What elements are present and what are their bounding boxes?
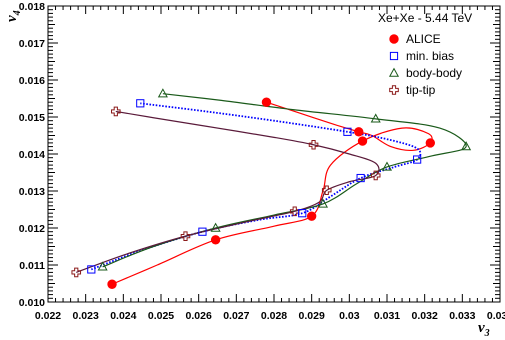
x-tick-label: 0.03 xyxy=(339,310,360,322)
point-tip-tip-2 xyxy=(289,206,300,217)
point-body-body-5 xyxy=(370,113,381,123)
legend-label-alice: ALICE xyxy=(406,32,441,46)
y-tick-label: 0.016 xyxy=(19,75,45,87)
x-tick-label: 0.023 xyxy=(73,310,99,322)
point-min-bias-1 xyxy=(198,227,207,236)
legend-marker-tip-tip xyxy=(389,85,399,95)
y-axis-title-sub: 4 xyxy=(12,10,23,16)
x-tick-label: 0.031 xyxy=(374,310,400,322)
y-tick-label: 0.014 xyxy=(19,149,45,161)
x-tick-label: 0.025 xyxy=(148,310,174,322)
legend-marker-alice xyxy=(389,34,399,44)
point-body-body-4 xyxy=(461,141,472,151)
point-tip-tip-0 xyxy=(71,267,82,278)
y-tick-label: 0.017 xyxy=(19,38,45,50)
point-tip-tip-3 xyxy=(321,185,332,196)
y-tick-label: 0.010 xyxy=(19,297,45,309)
markers-layer xyxy=(71,88,472,289)
point-tip-tip-4 xyxy=(370,170,381,181)
curve-tip-tip xyxy=(76,110,380,273)
legend-marker-body-body xyxy=(388,67,400,77)
point-min-bias-3 xyxy=(356,173,365,183)
x-axis-title-main: v xyxy=(478,320,485,336)
point-body-body-0 xyxy=(97,261,108,271)
point-min-bias-2 xyxy=(298,209,307,218)
legend-entries: ALICE min. bias body-body tip-tip xyxy=(388,32,462,97)
x-axis-title: v3 xyxy=(478,320,490,339)
point-min-bias-0 xyxy=(87,265,96,274)
x-tick-label: 0.034 xyxy=(487,310,505,322)
point-body-body-6 xyxy=(157,88,168,98)
point-alice-3 xyxy=(357,136,368,146)
point-body-body-1 xyxy=(210,222,221,232)
y-tick-label: 0.011 xyxy=(19,260,45,272)
legend-label-min-bias: min. bias xyxy=(406,49,454,63)
point-tip-tip-5 xyxy=(308,139,319,150)
x-tick-label: 0.022 xyxy=(35,310,61,322)
x-tick-label: 0.026 xyxy=(186,310,212,322)
y-tick-labels: 0.010 0.011 0.012 0.013 0.014 0.015 0.016 0.017… xyxy=(19,1,45,309)
y-tick-label: 0.013 xyxy=(19,186,45,198)
legend-header: Xe+Xe - 5.44 TeV xyxy=(378,11,472,25)
point-min-bias-6 xyxy=(136,99,145,108)
point-tip-tip-6 xyxy=(111,106,121,117)
x-tick-label: 0.028 xyxy=(261,310,287,322)
legend-label-tip-tip: tip-tip xyxy=(406,83,436,97)
legend: Xe+Xe - 5.44 TeV ALICE min. bias body-body… xyxy=(378,11,472,97)
point-alice-5 xyxy=(354,127,364,137)
x-tick-label: 0.027 xyxy=(223,310,249,322)
ticks-layer xyxy=(47,5,501,303)
x-tick-label: 0.033 xyxy=(449,310,475,322)
point-alice-4 xyxy=(425,138,436,148)
x-tick-label: 0.024 xyxy=(110,310,136,322)
point-alice-0 xyxy=(107,279,117,289)
point-body-body-3 xyxy=(381,161,393,171)
point-tip-tip-1 xyxy=(180,231,191,241)
x-tick-label: 0.029 xyxy=(299,310,325,322)
x-axis-title-sub: 3 xyxy=(484,328,490,339)
point-alice-2 xyxy=(306,211,317,221)
y-axis-title: v4 xyxy=(4,10,23,22)
x-tick-labels: 0.022 0.023 0.024 0.025 0.026 0.027 0.028 0.029… xyxy=(35,310,505,322)
y-tick-label: 0.015 xyxy=(19,112,45,124)
x-tick-label: 0.032 xyxy=(412,310,438,322)
point-body-body-2 xyxy=(317,198,329,208)
point-min-bias-4 xyxy=(413,155,422,164)
y-tick-label: 0.012 xyxy=(19,223,45,235)
y-tick-label: 0.018 xyxy=(19,1,45,13)
point-alice-1 xyxy=(210,235,221,245)
point-min-bias-5 xyxy=(343,127,352,136)
point-alice-6 xyxy=(261,97,272,107)
curve-body-body xyxy=(102,93,467,268)
legend-marker-min-bias xyxy=(389,51,399,61)
legend-label-body-body: body-body xyxy=(406,66,462,80)
y-axis-title-main: v xyxy=(4,15,20,22)
